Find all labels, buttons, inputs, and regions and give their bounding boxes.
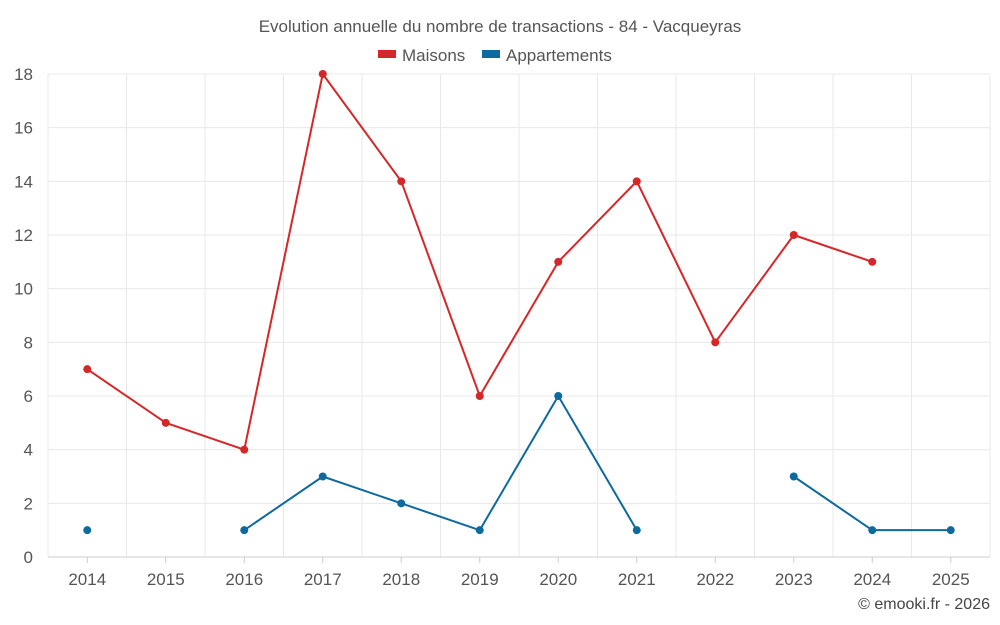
series-line-appartements (243, 395, 638, 532)
data-point-appartements[interactable] (632, 526, 641, 535)
legend-swatch-appartements (482, 50, 500, 58)
axes: 0 2 4 6 8 10 12 14 16 18 2014 2015 2016 2017 2018 2019 2… (14, 65, 990, 589)
data-point-maisons[interactable] (83, 365, 92, 374)
legend-label-appartements[interactable]: Appartements (506, 46, 612, 65)
x-tick-label: 2015 (147, 570, 185, 589)
credit-text: © emooki.fr - 2026 (858, 596, 990, 613)
y-tick-label: 18 (14, 65, 33, 84)
data-point-maisons[interactable] (240, 445, 249, 454)
data-point-appartements[interactable] (318, 472, 327, 481)
data-point-maisons[interactable] (397, 177, 406, 186)
data-point-maisons[interactable] (475, 392, 484, 400)
x-tick-label: 2014 (68, 570, 106, 589)
x-tick-label: 2017 (304, 570, 342, 589)
y-tick-label: 0 (24, 548, 33, 567)
data-point-appartements[interactable] (946, 526, 955, 535)
x-tick-label: 2024 (853, 570, 891, 589)
data-point-maisons[interactable] (161, 418, 170, 427)
data-point-appartements[interactable] (397, 499, 406, 508)
series-maisons (83, 70, 877, 454)
legend: Maisons Appartements (378, 46, 612, 65)
data-point-maisons[interactable] (318, 70, 327, 78)
x-tick-label: 2016 (225, 570, 263, 589)
series-appartements (83, 392, 955, 535)
y-tick-label: 4 (24, 441, 33, 460)
data-point-appartements[interactable] (475, 526, 484, 535)
data-point-appartements[interactable] (554, 392, 563, 400)
data-point-maisons[interactable] (554, 257, 563, 266)
data-point-appartements[interactable] (868, 526, 877, 535)
x-tick-label: 2019 (461, 570, 499, 589)
data-point-maisons[interactable] (711, 338, 720, 347)
x-tick-label: 2023 (775, 570, 813, 589)
data-point-appartements[interactable] (83, 526, 92, 535)
y-tick-label: 2 (24, 494, 33, 513)
y-tick-label: 16 (14, 119, 33, 138)
y-tick-label: 8 (24, 333, 33, 352)
x-tick-label: 2022 (696, 570, 734, 589)
data-point-appartements[interactable] (789, 472, 798, 481)
x-tick-label: 2018 (382, 570, 420, 589)
data-point-maisons[interactable] (789, 231, 798, 239)
chart-title: Evolution annuelle du nombre de transact… (259, 17, 742, 36)
x-tick-label: 2021 (618, 570, 656, 589)
grid (47, 73, 991, 557)
plot-area (83, 70, 955, 535)
y-tick-label: 12 (14, 226, 33, 245)
y-tick-label: 6 (24, 387, 33, 406)
x-tick-label: 2020 (539, 570, 577, 589)
legend-swatch-maisons (378, 50, 396, 58)
data-point-maisons[interactable] (868, 257, 877, 266)
y-tick-label: 14 (14, 172, 33, 191)
data-point-appartements[interactable] (240, 526, 249, 535)
x-tick-label: 2025 (932, 570, 970, 589)
legend-label-maisons[interactable]: Maisons (402, 46, 465, 65)
y-tick-label: 10 (14, 280, 33, 299)
data-point-maisons[interactable] (632, 177, 641, 186)
